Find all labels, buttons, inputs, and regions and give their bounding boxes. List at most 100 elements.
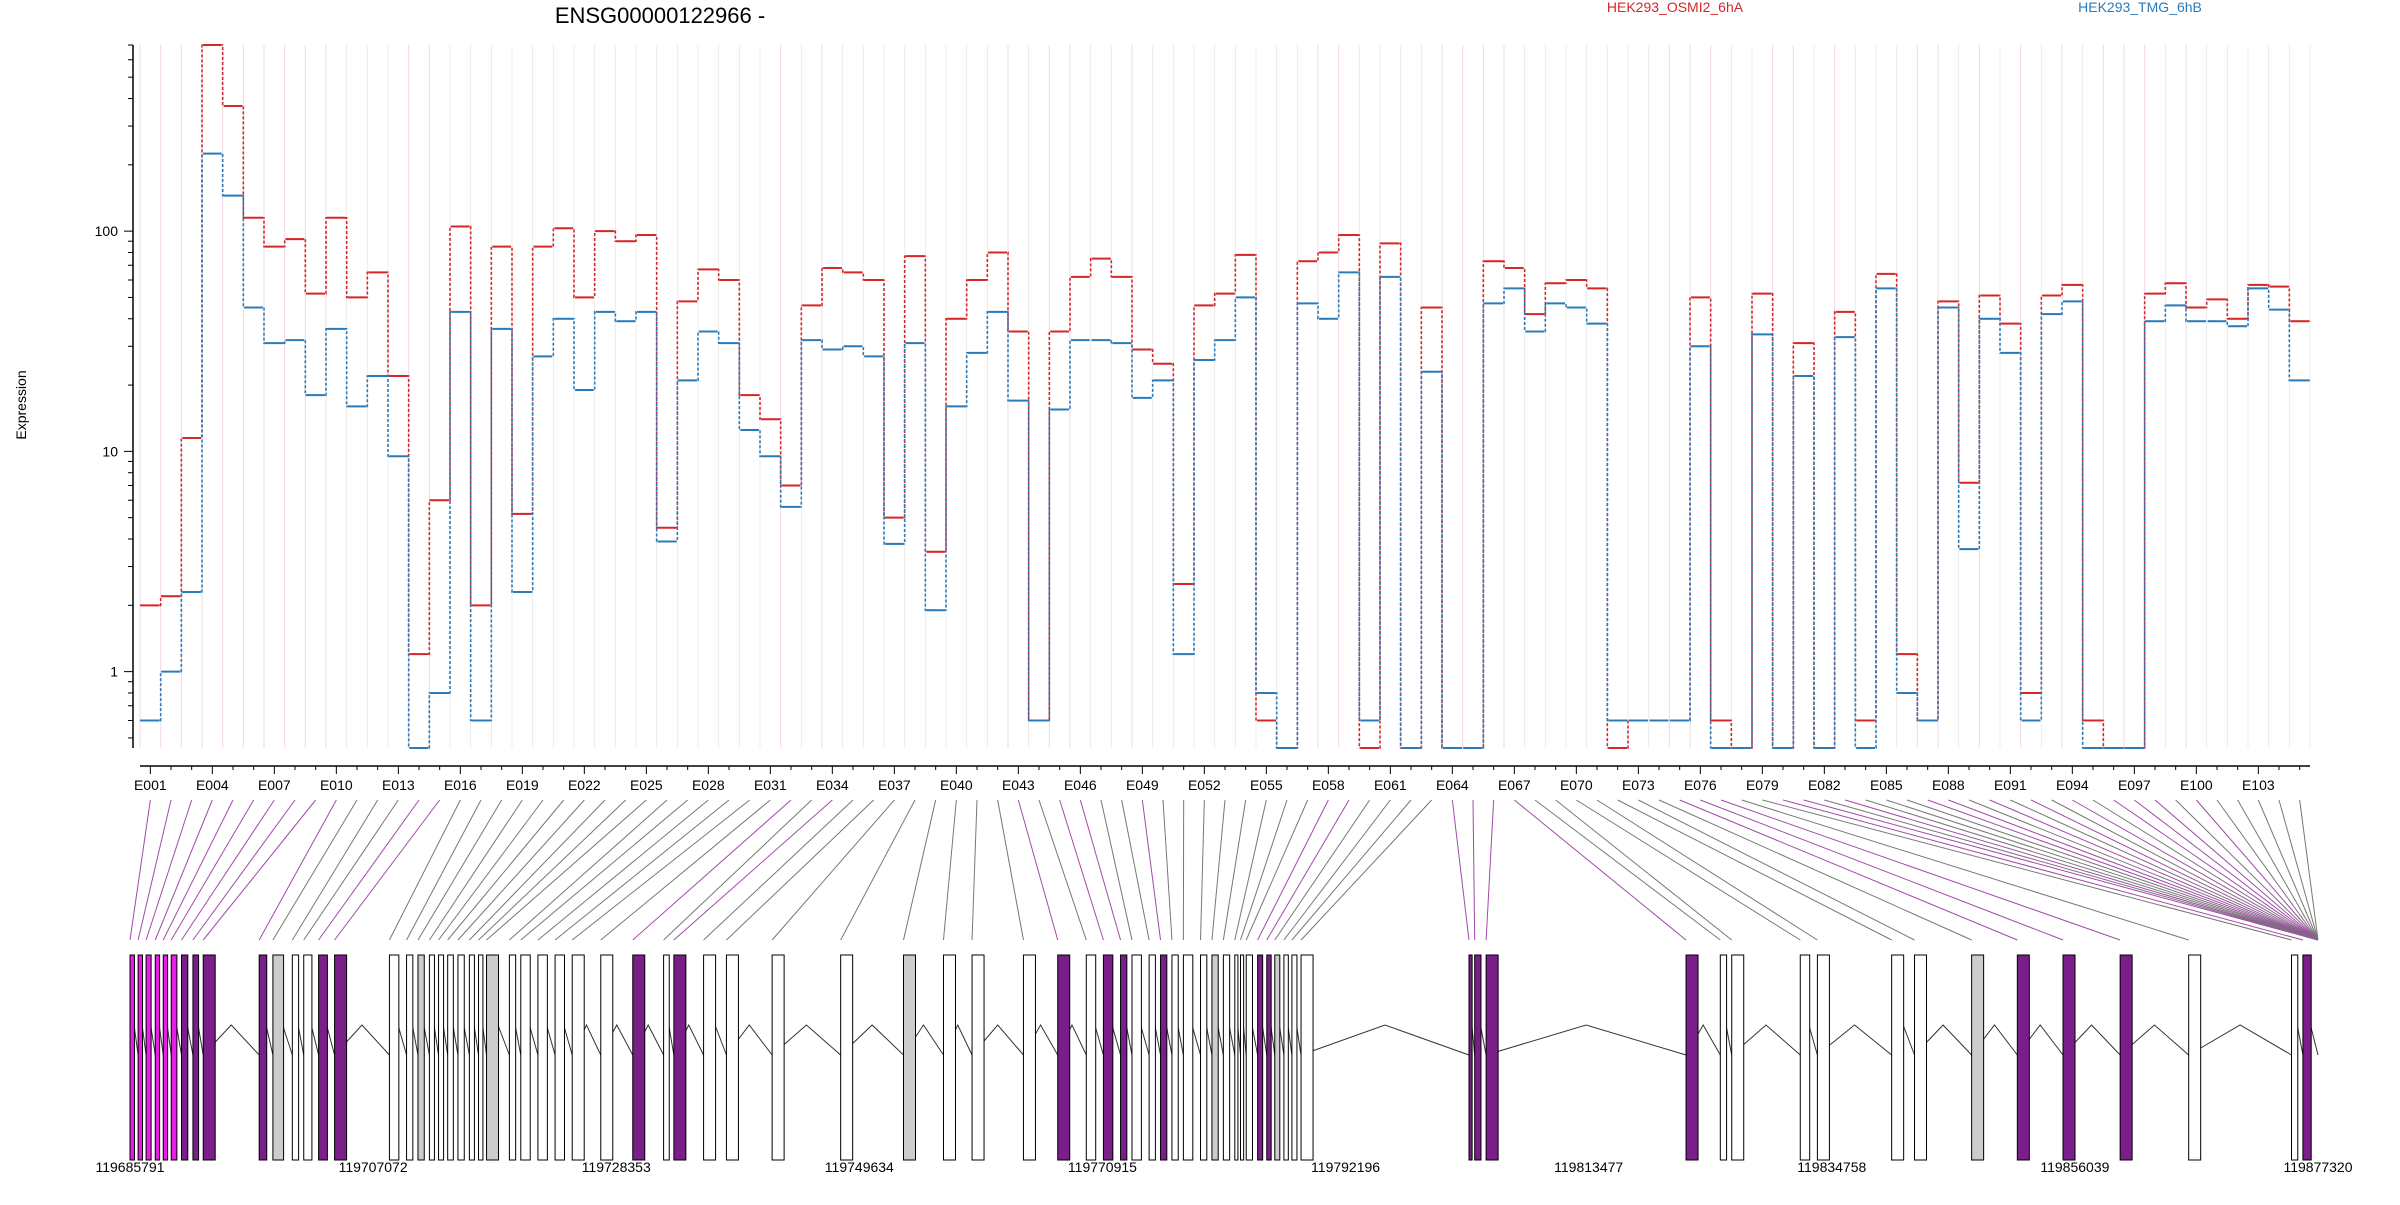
exon-box xyxy=(664,955,670,1160)
genomic-tick-label: 119749634 xyxy=(825,1159,894,1175)
exon-box xyxy=(704,955,716,1160)
connector xyxy=(182,800,275,940)
exon-box xyxy=(972,955,984,1160)
exon-box xyxy=(1201,955,1207,1160)
exon-box xyxy=(335,955,347,1160)
connector xyxy=(1762,800,2291,940)
x-tick-label: E091 xyxy=(1994,777,2027,793)
exon-box xyxy=(304,955,312,1160)
connector xyxy=(1201,800,1205,940)
exon-box xyxy=(1103,955,1112,1160)
x-tick-label: E082 xyxy=(1808,777,1841,793)
x-tick-label: E088 xyxy=(1932,777,1965,793)
connector xyxy=(1783,800,2303,940)
exon-box xyxy=(1246,955,1252,1160)
exon-box xyxy=(1241,955,1244,1160)
connector xyxy=(1212,800,1225,940)
x-tick-label: E070 xyxy=(1560,777,1593,793)
connector xyxy=(633,800,791,940)
connector xyxy=(259,800,336,940)
genomic-tick-label: 119813477 xyxy=(1554,1159,1623,1175)
connector xyxy=(1223,800,1245,940)
connector xyxy=(193,800,295,940)
exon-box xyxy=(772,955,784,1160)
y-axis-label: Expression xyxy=(13,370,29,439)
exon-box xyxy=(469,955,474,1160)
connector xyxy=(1241,800,1287,940)
exon-box xyxy=(2303,955,2311,1160)
exon-box xyxy=(458,955,464,1160)
gene-model xyxy=(130,955,2318,1160)
exon-box xyxy=(2189,955,2201,1160)
exon-box xyxy=(1275,955,1280,1160)
x-tick-label: E040 xyxy=(940,777,973,793)
connector xyxy=(1246,800,1307,940)
genomic-tick-label: 119707072 xyxy=(339,1159,408,1175)
exon-box xyxy=(2017,955,2029,1160)
connector xyxy=(1990,800,2318,940)
exon-box xyxy=(1086,955,1095,1160)
intron xyxy=(2189,1025,2292,1055)
series-lines xyxy=(140,45,2310,748)
exon-box xyxy=(182,955,188,1160)
exon-box xyxy=(1475,955,1481,1160)
exon-box xyxy=(448,955,454,1160)
exon-box xyxy=(2063,955,2075,1160)
exon-box xyxy=(633,955,645,1160)
genomic-tick-label: 119856039 xyxy=(2040,1159,2109,1175)
connector xyxy=(292,800,377,940)
connector xyxy=(1258,800,1329,940)
connector xyxy=(1039,800,1086,940)
connector xyxy=(389,800,460,940)
exon-box xyxy=(389,955,398,1160)
x-tick-label: E067 xyxy=(1498,777,1531,793)
connector xyxy=(2010,800,2318,940)
connector xyxy=(304,800,399,940)
exon-box xyxy=(1292,955,1297,1160)
exon-box xyxy=(601,955,613,1160)
connector xyxy=(2031,800,2318,940)
x-tick-label: E049 xyxy=(1126,777,1159,793)
exon-box xyxy=(1972,955,1984,1160)
connector xyxy=(458,800,584,940)
genomic-tick-label: 119877320 xyxy=(2283,1159,2352,1175)
connector xyxy=(1907,800,2318,940)
y-tick-label: 10 xyxy=(102,443,118,459)
x-tick-label: E043 xyxy=(1002,777,1035,793)
exon-box xyxy=(138,955,142,1160)
exon-box xyxy=(1258,955,1263,1160)
x-tick-label: E025 xyxy=(630,777,663,793)
x-tick-label: E022 xyxy=(568,777,601,793)
connector xyxy=(509,800,667,940)
connector xyxy=(1018,800,1057,940)
genomic-tick-label: 119834758 xyxy=(1797,1159,1866,1175)
exon-box xyxy=(1149,955,1155,1160)
exon-box xyxy=(521,955,530,1160)
exon-box xyxy=(943,955,955,1160)
genomic-tick-label: 119728353 xyxy=(582,1159,651,1175)
connector xyxy=(335,800,440,940)
connector xyxy=(130,800,150,940)
exon-gridlines xyxy=(140,45,2310,748)
connector xyxy=(1163,800,1172,940)
exon-connectors xyxy=(130,800,2318,940)
series-line xyxy=(140,154,2310,748)
x-tick-label: E034 xyxy=(816,777,849,793)
genomic-tick-label: 119685791 xyxy=(95,1159,164,1175)
connector xyxy=(943,800,956,940)
series-2 xyxy=(140,154,2310,748)
exon-box xyxy=(1720,955,1726,1160)
series-1 xyxy=(140,45,2310,748)
exon-box xyxy=(319,955,328,1160)
connector xyxy=(2072,800,2318,940)
chart-title: ENSG00000122966 - xyxy=(555,3,765,28)
exon-box xyxy=(171,955,177,1160)
exon-box xyxy=(1686,955,1698,1160)
connector xyxy=(1101,800,1132,940)
exon-box xyxy=(407,955,413,1160)
exon-box xyxy=(726,955,738,1160)
connector xyxy=(1080,800,1120,940)
